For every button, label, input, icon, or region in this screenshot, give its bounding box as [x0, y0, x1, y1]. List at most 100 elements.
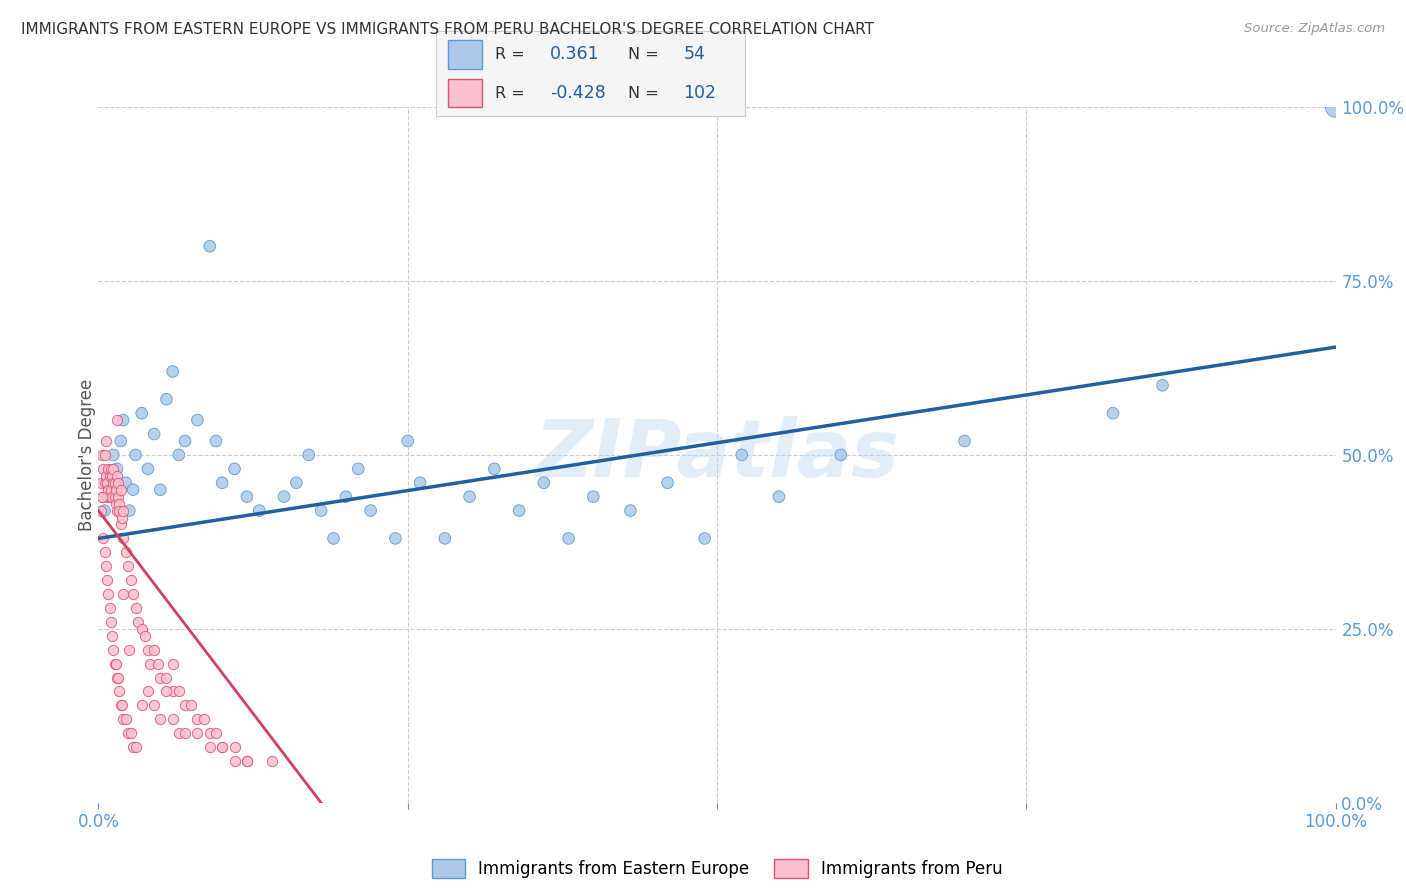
Point: [93, 545, 115, 559]
Point: [193, 712, 215, 726]
Point: [347, 462, 370, 476]
Legend: Immigrants from Eastern Europe, Immigrants from Peru: Immigrants from Eastern Europe, Immigran…: [425, 853, 1010, 885]
Point: [93, 462, 115, 476]
Point: [143, 427, 166, 442]
Point: [335, 490, 357, 504]
Point: [139, 657, 162, 671]
Point: [236, 754, 259, 768]
Point: [285, 475, 308, 490]
Point: [247, 503, 270, 517]
Point: [117, 559, 139, 574]
Point: [198, 740, 221, 755]
Point: [110, 517, 132, 532]
Point: [94, 434, 117, 448]
Point: [118, 503, 141, 517]
Point: [103, 475, 125, 490]
Point: [105, 671, 128, 685]
Point: [90, 475, 112, 490]
Point: [149, 671, 172, 685]
Point: [112, 712, 135, 726]
Point: [273, 490, 295, 504]
Point: [136, 642, 159, 657]
Point: [98, 468, 121, 483]
Point: [131, 406, 153, 420]
Point: [101, 629, 124, 643]
Point: [149, 483, 172, 497]
Point: [120, 573, 142, 587]
Point: [124, 740, 146, 755]
Point: [112, 413, 135, 427]
Point: [122, 587, 145, 601]
Point: [143, 642, 166, 657]
Point: [100, 483, 122, 497]
Point: [731, 448, 754, 462]
Point: [149, 712, 172, 726]
Point: [108, 684, 131, 698]
Point: [103, 448, 125, 462]
Point: [557, 532, 579, 546]
Point: [96, 475, 118, 490]
Point: [91, 448, 114, 462]
Point: [117, 726, 139, 740]
Point: [104, 497, 127, 511]
Point: [110, 698, 132, 713]
Point: [146, 657, 169, 671]
Point: [186, 712, 208, 726]
Point: [120, 726, 142, 740]
Text: IMMIGRANTS FROM EASTERN EUROPE VS IMMIGRANTS FROM PERU BACHELOR'S DEGREE CORRELA: IMMIGRANTS FROM EASTERN EUROPE VS IMMIGR…: [21, 22, 875, 37]
Point: [110, 434, 132, 448]
Point: [309, 503, 332, 517]
Point: [93, 490, 115, 504]
Point: [103, 657, 125, 671]
Point: [104, 483, 127, 497]
Point: [155, 684, 177, 698]
Point: [167, 448, 190, 462]
Point: [101, 490, 124, 504]
Point: [224, 754, 246, 768]
Point: [103, 475, 125, 490]
Point: [768, 490, 790, 504]
Point: [105, 413, 128, 427]
Point: [186, 726, 208, 740]
Point: [143, 698, 166, 713]
Point: [155, 671, 177, 685]
Point: [409, 475, 432, 490]
Point: [93, 475, 115, 490]
Point: [582, 490, 605, 504]
Point: [90, 503, 112, 517]
Point: [136, 684, 159, 698]
Point: [174, 726, 197, 740]
Point: [114, 545, 136, 559]
Point: [198, 239, 221, 253]
Y-axis label: Bachelor's Degree: Bachelor's Degree: [79, 379, 96, 531]
Point: [114, 712, 136, 726]
Point: [198, 726, 221, 740]
Point: [167, 726, 190, 740]
Point: [96, 573, 118, 587]
Point: [105, 468, 128, 483]
Point: [1324, 100, 1347, 114]
Point: [162, 712, 184, 726]
Point: [93, 532, 115, 546]
Point: [360, 503, 382, 517]
Text: N =: N =: [627, 46, 658, 62]
Point: [236, 490, 259, 504]
Point: [127, 615, 149, 629]
Point: [112, 503, 135, 517]
Point: [105, 503, 128, 517]
Point: [458, 490, 481, 504]
Point: [100, 462, 122, 476]
Text: R =: R =: [495, 86, 524, 101]
Point: [111, 510, 134, 524]
Point: [100, 475, 122, 490]
Text: 54: 54: [683, 45, 706, 63]
Point: [224, 740, 246, 755]
Point: [131, 698, 153, 713]
Point: [124, 448, 146, 462]
Point: [118, 642, 141, 657]
Text: R =: R =: [495, 46, 524, 62]
Point: [1152, 378, 1174, 392]
Point: [108, 503, 131, 517]
FancyBboxPatch shape: [449, 78, 482, 108]
Point: [322, 532, 344, 546]
